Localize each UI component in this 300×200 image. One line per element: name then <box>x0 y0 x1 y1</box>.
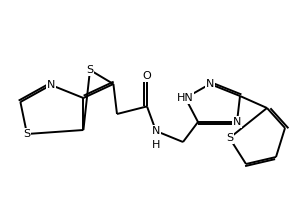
Text: N: N <box>233 117 241 127</box>
Text: S: S <box>23 129 31 139</box>
Text: O: O <box>142 71 152 81</box>
Text: S: S <box>86 65 94 75</box>
Text: S: S <box>226 133 233 143</box>
Text: H: H <box>152 140 160 150</box>
Text: HN: HN <box>177 93 194 103</box>
Text: N: N <box>206 79 214 89</box>
Text: N: N <box>47 80 55 90</box>
Text: N: N <box>152 126 160 136</box>
